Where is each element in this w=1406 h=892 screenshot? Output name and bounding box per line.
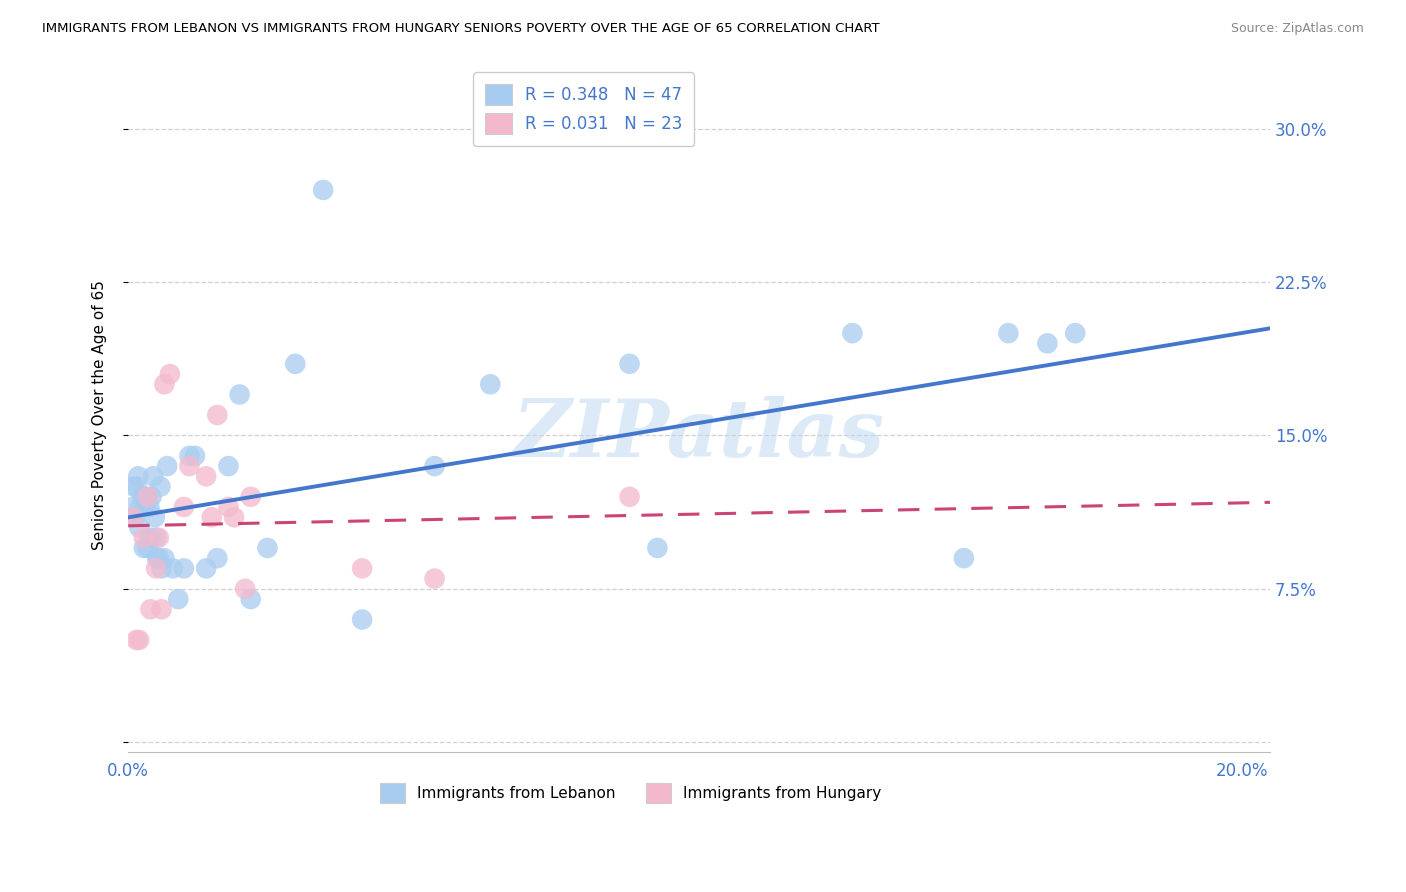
Point	[139, 602, 162, 616]
Point	[256, 541, 278, 555]
Point	[195, 561, 218, 575]
Point	[201, 510, 224, 524]
Point	[312, 183, 335, 197]
Point	[217, 500, 239, 514]
Point	[143, 510, 166, 524]
Y-axis label: Seniors Poverty Over the Age of 65: Seniors Poverty Over the Age of 65	[93, 280, 107, 549]
Point	[217, 459, 239, 474]
Point	[149, 479, 172, 493]
Point	[136, 490, 159, 504]
Point	[127, 469, 149, 483]
Point	[647, 541, 669, 555]
Point	[150, 561, 173, 575]
Point	[619, 490, 641, 504]
Point	[841, 326, 863, 340]
Point	[150, 602, 173, 616]
Point	[179, 449, 201, 463]
Point	[128, 632, 150, 647]
Point	[145, 531, 167, 545]
Point	[125, 479, 148, 493]
Point	[1036, 336, 1059, 351]
Point	[953, 551, 976, 566]
Text: Source: ZipAtlas.com: Source: ZipAtlas.com	[1230, 22, 1364, 36]
Point	[156, 459, 179, 474]
Point	[148, 551, 170, 566]
Point	[153, 377, 176, 392]
Point	[138, 500, 160, 514]
Point	[619, 357, 641, 371]
Point	[239, 490, 262, 504]
Point	[184, 449, 207, 463]
Point	[128, 520, 150, 534]
Point	[121, 500, 143, 514]
Point	[141, 490, 163, 504]
Point	[423, 459, 446, 474]
Legend: Immigrants from Lebanon, Immigrants from Hungary: Immigrants from Lebanon, Immigrants from…	[374, 777, 887, 809]
Point	[167, 592, 190, 607]
Point	[125, 632, 148, 647]
Point	[129, 500, 152, 514]
Point	[136, 541, 159, 555]
Point	[159, 367, 181, 381]
Point	[233, 582, 256, 596]
Point	[162, 561, 184, 575]
Point	[148, 531, 170, 545]
Text: IMMIGRANTS FROM LEBANON VS IMMIGRANTS FROM HUNGARY SENIORS POVERTY OVER THE AGE : IMMIGRANTS FROM LEBANON VS IMMIGRANTS FR…	[42, 22, 880, 36]
Point	[222, 510, 245, 524]
Point	[122, 479, 145, 493]
Point	[134, 500, 156, 514]
Point	[352, 613, 374, 627]
Point	[131, 490, 153, 504]
Point	[1064, 326, 1087, 340]
Point	[135, 490, 157, 504]
Point	[207, 408, 229, 422]
Point	[207, 551, 229, 566]
Point	[228, 387, 250, 401]
Point	[352, 561, 374, 575]
Point	[173, 561, 195, 575]
Point	[145, 561, 167, 575]
Point	[142, 469, 165, 483]
Point	[239, 592, 262, 607]
Point	[997, 326, 1019, 340]
Point	[423, 572, 446, 586]
Point	[132, 541, 155, 555]
Point	[121, 510, 143, 524]
Point	[146, 551, 169, 566]
Point	[132, 531, 155, 545]
Point	[153, 551, 176, 566]
Point	[479, 377, 502, 392]
Point	[124, 510, 146, 524]
Point	[195, 469, 218, 483]
Point	[284, 357, 307, 371]
Point	[139, 531, 162, 545]
Point	[179, 459, 201, 474]
Point	[173, 500, 195, 514]
Text: ZIPatlas: ZIPatlas	[513, 396, 886, 474]
